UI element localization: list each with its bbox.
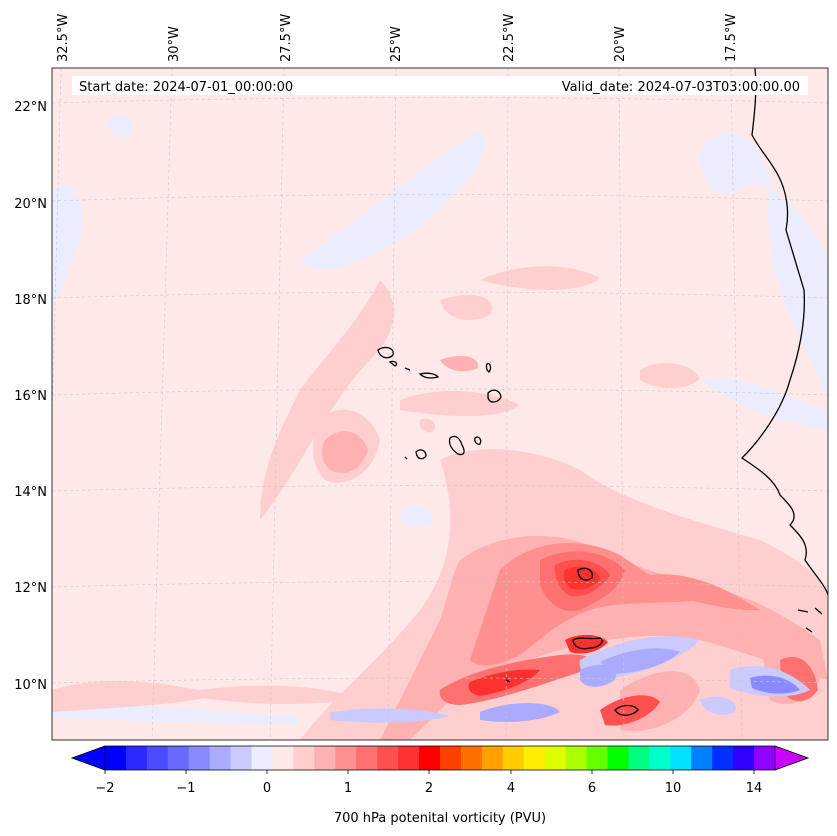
start-date-label: Start date: 2024-07-01_00:00:00 [79, 80, 293, 95]
cb-tick-neg2: −2 [95, 781, 114, 796]
cb-tick-6: 6 [588, 781, 596, 796]
island-boa-vista [487, 389, 502, 403]
island-sao-vicente [388, 360, 398, 367]
island-bijagos-1 [577, 567, 593, 581]
island-santiago [448, 435, 465, 456]
colorbar-cell [398, 746, 420, 770]
colorbar-cells [105, 746, 776, 770]
colorbar-cell [419, 746, 441, 770]
lat-labels: 22°N 20°N 18°N 16°N 14°N 12°N 10°N [14, 100, 47, 693]
colorbar-cell [377, 746, 399, 770]
colorbar-cell [712, 746, 734, 770]
colorbar: −2 −1 0 1 2 4 6 10 14 700 hPa potenital … [70, 745, 810, 826]
lat-label-18n: 18°N [14, 293, 47, 308]
colorbar-over-arrow [774, 745, 809, 771]
pv-negative-light-patches [52, 115, 828, 724]
colorbar-cell [586, 746, 608, 770]
cb-tick-0: 0 [263, 781, 271, 796]
island-santo-antao [377, 346, 394, 359]
island-fogo [415, 449, 427, 460]
lon-label-20w: 20°W [613, 26, 628, 62]
graticule [52, 68, 828, 740]
lat-label-10n: 10°N [14, 678, 47, 693]
colorbar-under-arrow [71, 745, 106, 771]
colorbar-outline [70, 745, 810, 771]
island-south-2 [505, 679, 511, 683]
colorbar-cell [607, 746, 629, 770]
map-frame [51, 67, 829, 741]
lon-label-17-5w: 17.5°W [724, 14, 739, 62]
cb-tick-2: 2 [425, 781, 433, 796]
island-sal [485, 362, 492, 373]
valid-date-label: Valid_date: 2024-07-03T03:00:00.00 [562, 80, 800, 95]
cb-tick-10: 10 [665, 781, 682, 796]
lat-label-22n: 22°N [14, 100, 47, 115]
colorbar-cell [356, 746, 378, 770]
colorbar-cell [523, 746, 546, 770]
cb-tick-4: 4 [507, 781, 515, 796]
lon-label-22-5w: 22.5°W [502, 14, 517, 62]
coastlines [377, 68, 828, 716]
colorbar-cell [649, 746, 671, 770]
colorbar-cell [146, 746, 169, 770]
date-banner [72, 76, 808, 95]
cb-tick-14: 14 [746, 781, 763, 796]
lon-label-27-5w: 27.5°W [279, 14, 294, 62]
lat-label-12n: 12°N [14, 581, 47, 596]
colorbar-cell [209, 746, 232, 770]
lon-labels: 32.5°W 30°W 27.5°W 25°W 22.5°W 20°W 17.5… [56, 14, 739, 62]
colorbar-cell [335, 746, 357, 770]
lat-label-14n: 14°N [14, 485, 47, 500]
island-santa-luzia [404, 367, 411, 371]
colorbar-cell [481, 746, 504, 770]
island-south-1 [614, 704, 639, 716]
island-maio [474, 436, 482, 445]
colorbar-cell [691, 746, 713, 770]
colorbar-cell [565, 746, 587, 770]
cb-tick-neg1: −1 [176, 781, 195, 796]
colorbar-cell [460, 746, 483, 770]
island-sao-nicolau [418, 372, 440, 379]
colorbar-cell [754, 746, 776, 770]
lon-label-32-5w: 32.5°W [56, 14, 71, 62]
pv-negative-strong-patches [330, 636, 810, 723]
island-bijagos-2 [572, 637, 603, 650]
islands-guinea [797, 607, 823, 633]
colorbar-cell [293, 746, 315, 770]
colorbar-cell [272, 746, 294, 770]
colorbar-cell [314, 746, 336, 770]
lat-label-16n: 16°N [14, 389, 47, 404]
colorbar-cell [502, 746, 525, 770]
colorbar-cell [230, 746, 252, 770]
colorbar-cell [670, 746, 692, 770]
colorbar-cell [105, 746, 127, 770]
lon-label-30w: 30°W [167, 26, 182, 62]
colorbar-cell [544, 746, 567, 770]
colorbar-title: 700 hPa potenital vorticity (PVU) [334, 811, 546, 826]
lon-label-25w: 25°W [389, 26, 404, 62]
map-panel: Start date: 2024-07-01_00:00:00 Valid_da… [52, 68, 828, 740]
colorbar-cell [251, 746, 273, 770]
island-brava [404, 456, 408, 460]
colorbar-cell [440, 746, 462, 770]
colorbar-cell [628, 746, 650, 770]
colorbar-cell [125, 746, 148, 770]
colorbar-cell [733, 746, 755, 770]
colorbar-cell [188, 746, 211, 770]
pv-positive-strong-patches [439, 543, 818, 726]
cb-tick-1: 1 [344, 781, 352, 796]
colorbar-cell [167, 746, 190, 770]
colorbar-ticks [104, 770, 755, 774]
lat-label-20n: 20°N [14, 197, 47, 212]
africa-coastline [740, 68, 828, 596]
